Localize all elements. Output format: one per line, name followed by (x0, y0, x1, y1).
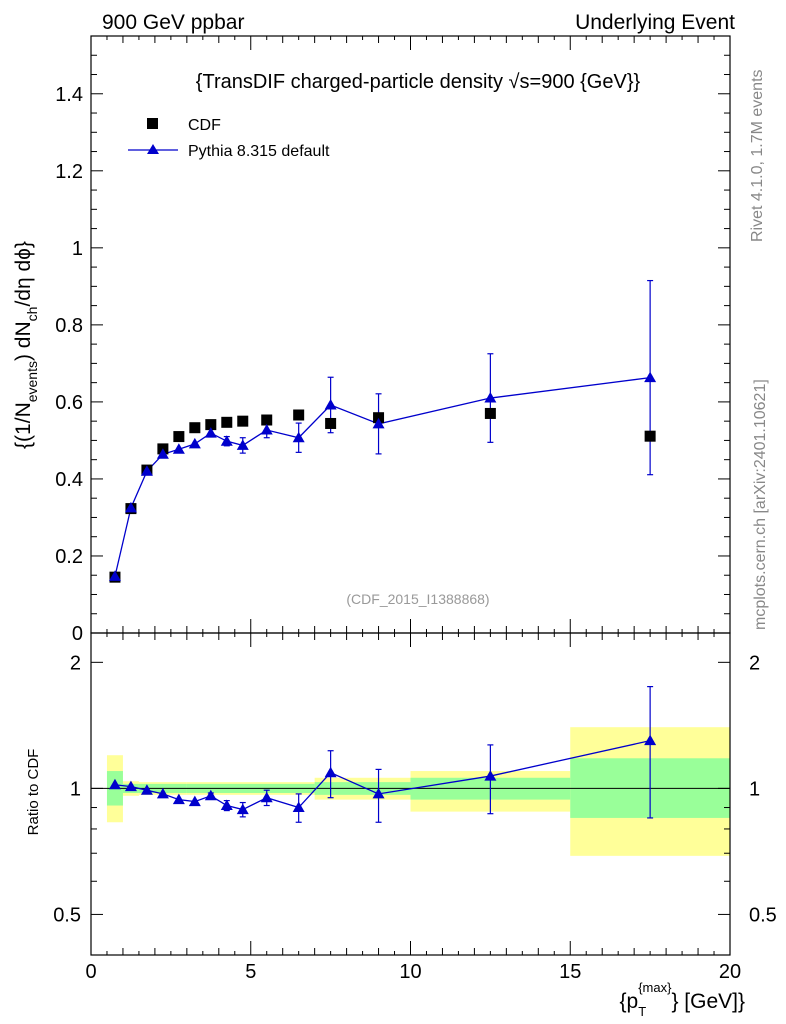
main-frame (90, 35, 731, 634)
pythia-point (484, 392, 497, 403)
x-tick-label: 20 (719, 961, 741, 983)
ratio-point (124, 780, 137, 792)
main-ytick-label: 0.2 (55, 546, 83, 568)
pythia-point (204, 427, 217, 438)
cdf-point (261, 414, 273, 426)
pythia-point (220, 435, 233, 446)
ratio-ytick-label-right: 2 (749, 652, 760, 674)
pythia-point (292, 431, 305, 443)
pythia-point (108, 570, 121, 581)
cdf-point (325, 417, 337, 429)
ratio-point (236, 803, 249, 815)
x-tick-label: 5 (245, 961, 256, 983)
mcplots-label: mcplots.cern.ch [arXiv:2401.10621] (752, 379, 769, 630)
cdf-point (173, 431, 185, 443)
main-ytick-label: 1.4 (55, 84, 83, 106)
pythia-point (156, 448, 169, 459)
y-axis-label: {(1/Nevents) dNch/dη dϕ} (12, 241, 40, 449)
x-tick-labels: 0 5 10 15 20 (85, 961, 741, 983)
x-axis-label: {pT{max}} [GeV]} (620, 980, 745, 1019)
ratio-point (484, 770, 497, 781)
legend-pythia-label: Pythia 8.315 default (188, 143, 330, 160)
ratio-panel: 0.5 1 2 0.5 1 2 Ratio to CDF (25, 632, 777, 956)
main-ytick-label: 0.6 (55, 392, 83, 414)
pythia-point (236, 439, 249, 450)
header-right: Underlying Event (575, 11, 735, 34)
main-ytick-label: 1 (72, 238, 83, 260)
cdf-point (644, 430, 656, 442)
ratio-ytick-label-left: 2 (70, 652, 81, 674)
ratio-bands (106, 727, 730, 856)
main-ticks (90, 36, 731, 634)
pythia-point (260, 424, 273, 435)
cdf-point (373, 412, 385, 424)
ratio-point (220, 799, 233, 811)
cdf-point (237, 415, 249, 427)
pythia-point (124, 501, 137, 513)
analysis-watermark: (CDF_2015_I1388868) (346, 591, 489, 607)
pythia-point (644, 371, 657, 383)
ratio-point (140, 784, 153, 795)
ratio-point (156, 787, 169, 799)
ratio-point (324, 766, 337, 778)
x-tick-label: 15 (559, 961, 581, 983)
x-tick-label: 10 (399, 961, 421, 983)
main-data (108, 279, 657, 583)
ratio-point (292, 801, 305, 813)
main-ytick-label: 0 (72, 623, 83, 645)
pythia-point (140, 465, 153, 476)
ratio-y-label: Ratio to CDF (25, 749, 42, 836)
ratio-ytick-labels: 0.5 1 2 0.5 1 2 (53, 652, 777, 926)
legend-cdf-label: CDF (188, 117, 221, 134)
cdf-point (205, 419, 217, 431)
ratio-point (172, 793, 185, 805)
main-ytick-labels: 0 0.2 0.4 0.6 0.8 1 1.2 1.4 (55, 84, 83, 645)
cdf-point (484, 407, 496, 419)
main-ytick-label: 0.8 (55, 315, 83, 337)
ratio-ytick-label-left: 0.5 (53, 904, 81, 926)
ratio-ticks (90, 633, 731, 955)
ratio-ytick-label-right: 0.5 (749, 904, 777, 926)
chart-title: {TransDIF charged-particle density √s=90… (196, 71, 641, 93)
legend: CDF Pythia 8.315 default (128, 117, 330, 160)
ratio-ytick-label-right: 1 (749, 778, 760, 800)
x-tick-label: 0 (85, 961, 96, 983)
ratio-point (372, 787, 385, 799)
rivet-label: Rivet 4.1.0, 1.7M events (749, 69, 766, 242)
main-panel: 0 0.2 0.4 0.6 0.8 1 1.2 1.4 {TransDIF charged-p… (12, 35, 731, 645)
ratio-ytick-label-left: 1 (70, 778, 81, 800)
pythia-point (188, 437, 201, 449)
ratio-data (108, 686, 657, 823)
pythia-point (372, 417, 385, 429)
cdf-point (221, 416, 233, 428)
pythia-series-line (114, 376, 651, 577)
main-ytick-label: 1.2 (55, 161, 83, 183)
pythia-point (324, 398, 337, 410)
header-left: 900 GeV ppbar (102, 11, 244, 34)
legend-pythia-marker (147, 144, 159, 154)
pythia-point (172, 443, 185, 454)
ratio-point (108, 778, 121, 790)
cdf-point (189, 422, 201, 434)
ratio-point (260, 791, 273, 803)
main-ytick-label: 0.4 (55, 469, 83, 491)
ratio-point (204, 789, 217, 801)
cdf-point (293, 409, 305, 421)
legend-cdf-marker (147, 118, 158, 129)
ratio-point (644, 734, 657, 746)
ratio-point (188, 795, 201, 807)
